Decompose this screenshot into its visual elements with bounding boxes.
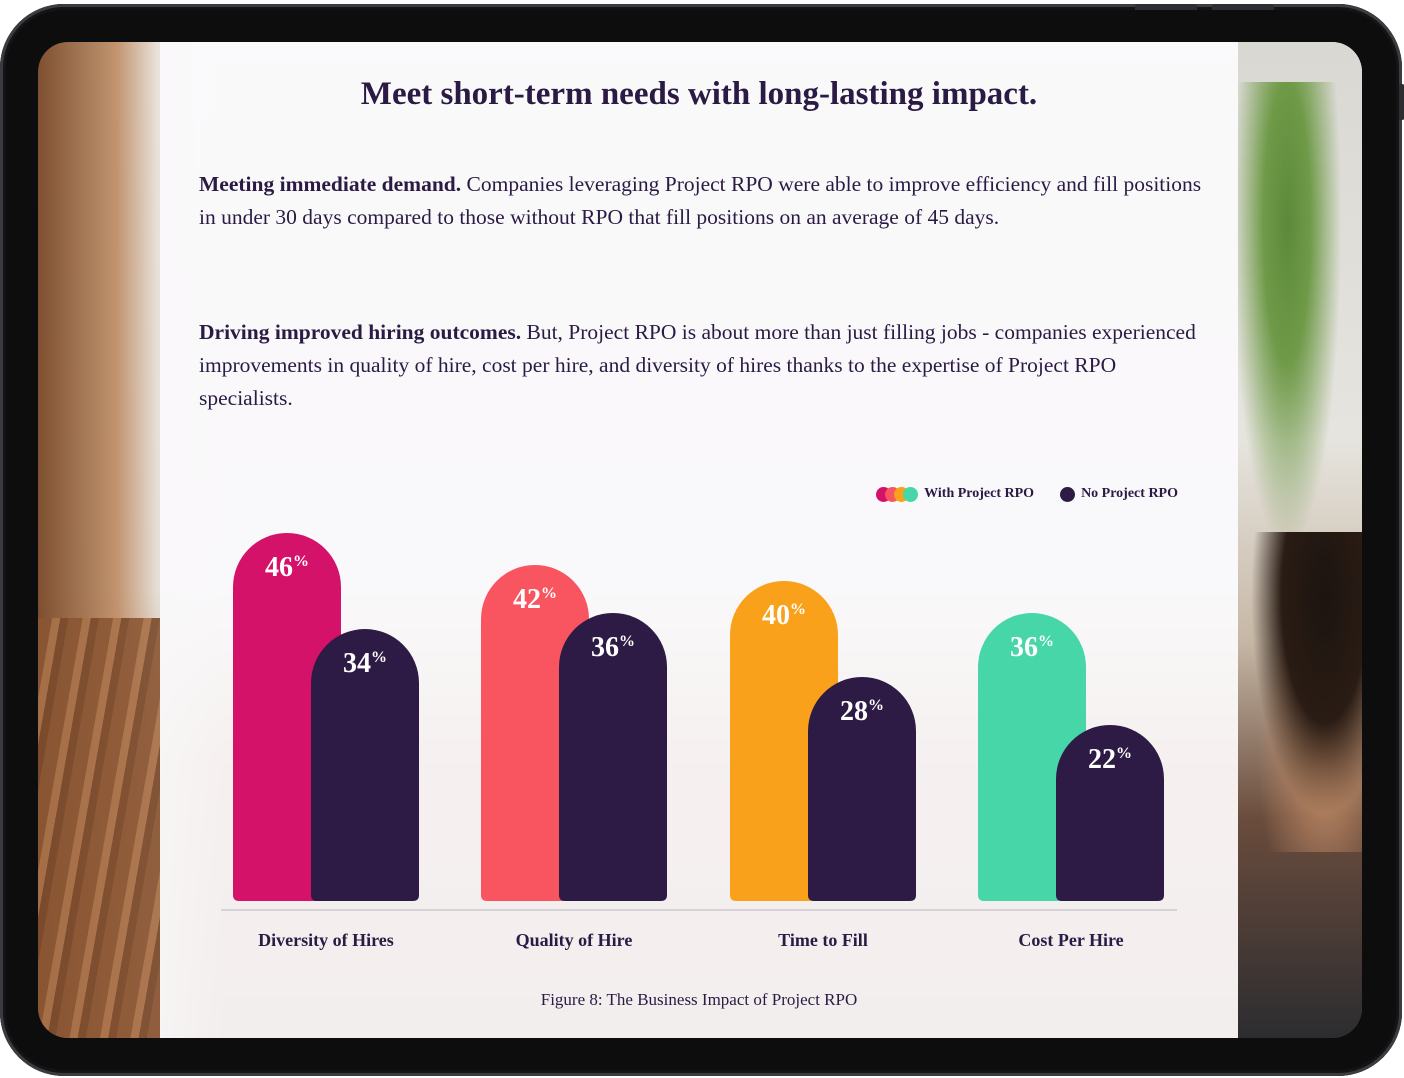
background-wood-floor	[38, 618, 160, 1038]
legend-with-swatch	[876, 486, 919, 502]
figure-caption: Figure 8: The Business Impact of Project…	[540, 990, 858, 1009]
value-label-no-rpo: 34%	[343, 648, 387, 679]
value-label-with-rpo: 40%	[762, 600, 806, 631]
bar-no-rpo	[1056, 725, 1164, 901]
value-label-with-rpo: 36%	[1010, 632, 1054, 663]
value-label-with-rpo: 46%	[265, 552, 309, 583]
screen: Meet short-term needs with long-lasting …	[38, 42, 1362, 1038]
bar-group: 40% 28% Time to Fill	[730, 581, 916, 950]
bar-chart: 46% 34% Diversity of Hires 42% 36% Quality of…	[221, 533, 1177, 950]
bar-group: 36% 22% Cost Per Hire	[978, 613, 1164, 950]
bar-no-rpo	[311, 629, 419, 901]
category-label: Quality of Hire	[516, 930, 633, 950]
value-label-no-rpo: 22%	[1088, 744, 1132, 775]
paragraph-lead: Meeting immediate demand.	[199, 172, 462, 196]
background-plant	[1232, 82, 1342, 552]
legend-dot	[903, 486, 919, 502]
paragraph-body: But, Project RPO is about more than just…	[199, 320, 1196, 410]
bar-no-rpo	[808, 677, 916, 901]
value-label-no-rpo: 28%	[840, 696, 884, 727]
tablet-frame: Meet short-term needs with long-lasting …	[0, 4, 1404, 1076]
volume-button-top-2	[1212, 4, 1274, 10]
chart-legend: With Project RPO No Project RPO	[876, 486, 1178, 502]
paragraph-immediate-demand: Meeting immediate demand. Companies leve…	[199, 168, 1209, 234]
value-label-with-rpo: 42%	[513, 584, 557, 615]
power-button-side	[1399, 84, 1404, 120]
legend-no-label: No Project RPO	[1081, 486, 1178, 501]
volume-button-top-1	[1135, 4, 1197, 10]
paragraph-body: Companies leveraging Project RPO were ab…	[199, 172, 1202, 229]
legend-no-swatch	[1060, 486, 1076, 502]
background-person	[1238, 532, 1362, 852]
category-label: Cost Per Hire	[1018, 930, 1123, 950]
bar-group: 42% 36% Quality of Hire	[481, 565, 667, 950]
paragraph-hiring-outcomes: Driving improved hiring outcomes. But, P…	[199, 316, 1209, 415]
category-label: Diversity of Hires	[258, 930, 394, 950]
bar-group: 46% 34% Diversity of Hires	[233, 533, 419, 950]
bar-no-rpo	[559, 613, 667, 901]
value-label-no-rpo: 36%	[591, 632, 635, 663]
legend-with-label: With Project RPO	[924, 486, 1035, 501]
page-title: Meet short-term needs with long-lasting …	[360, 76, 1038, 112]
paragraph-lead: Driving improved hiring outcomes.	[199, 320, 522, 344]
category-label: Time to Fill	[778, 930, 868, 950]
content-panel: Meet short-term needs with long-lasting …	[160, 42, 1238, 1038]
